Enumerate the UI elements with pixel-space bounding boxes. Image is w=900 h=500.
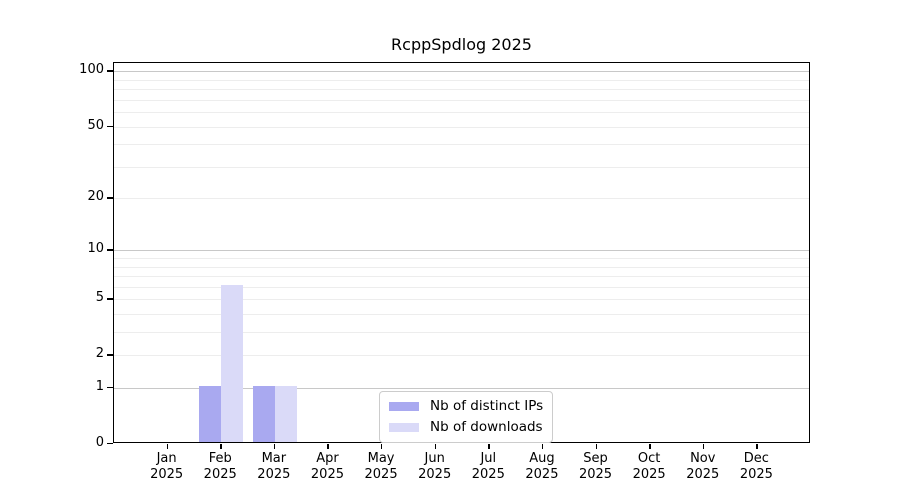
x-tick-label: Jun 2025 — [418, 451, 452, 482]
y-tick — [107, 443, 113, 445]
y-tick-label: 20 — [87, 189, 104, 205]
gridline-minor — [114, 89, 809, 91]
y-tick — [107, 354, 113, 356]
gridline-minor — [114, 99, 809, 101]
gridline-minor — [114, 112, 809, 114]
x-tick — [541, 444, 544, 449]
x-tick-label: Aug 2025 — [525, 451, 559, 482]
x-tick-label: Feb 2025 — [203, 451, 237, 482]
x-tick — [702, 444, 705, 449]
gridline-minor — [114, 355, 809, 357]
gridline-major — [114, 388, 809, 390]
gridline-minor — [114, 126, 809, 128]
legend-swatch — [389, 402, 419, 411]
x-tick-label: Jan 2025 — [150, 451, 184, 482]
gridline-major — [114, 71, 809, 73]
legend-swatch — [389, 423, 419, 432]
gridline-minor — [114, 276, 809, 278]
bar-nb-of-downloads — [274, 386, 297, 442]
x-tick — [649, 444, 651, 449]
x-tick-label: Apr 2025 — [310, 451, 344, 482]
gridline-minor — [114, 299, 809, 301]
x-tick — [488, 444, 490, 449]
bar-nb-of-distinct-ips — [252, 386, 275, 442]
x-tick — [166, 444, 168, 449]
legend-entry: Nb of downloads — [389, 419, 543, 436]
gridline-minor — [114, 166, 809, 168]
y-tick-label: 2 — [95, 346, 104, 362]
gridline-minor — [114, 198, 809, 200]
gridline-minor — [114, 286, 809, 288]
bar-nb-of-downloads — [221, 284, 244, 442]
y-tick — [107, 298, 113, 300]
legend-label: Nb of downloads — [430, 419, 543, 435]
gridline-minor — [114, 258, 809, 260]
gridline-minor — [114, 144, 809, 146]
x-tick-label: Oct 2025 — [632, 451, 666, 482]
x-tick-label: Mar 2025 — [257, 451, 291, 482]
y-tick-label: 100 — [79, 62, 104, 78]
y-tick-label: 50 — [87, 117, 104, 133]
x-tick — [327, 444, 329, 449]
y-tick — [107, 249, 113, 251]
y-tick — [107, 125, 113, 127]
gridline-minor — [114, 332, 809, 334]
y-tick-label: 10 — [87, 241, 104, 257]
chart-title: RcppSpdlog 2025 — [391, 35, 532, 54]
x-tick — [756, 444, 758, 449]
plot-area: Nb of distinct IPs Nb of downloads — [113, 62, 810, 443]
y-tick — [107, 70, 113, 72]
x-tick — [595, 444, 597, 449]
x-tick — [273, 444, 276, 449]
gridline-minor — [114, 79, 809, 81]
gridline-major — [114, 250, 809, 252]
x-tick-label: Nov 2025 — [686, 451, 720, 482]
gridline-minor — [114, 266, 809, 268]
y-tick — [107, 197, 113, 199]
y-tick-label: 0 — [95, 435, 104, 450]
gridline-minor — [114, 314, 809, 316]
bar-nb-of-distinct-ips — [199, 386, 222, 442]
x-tick-label: Dec 2025 — [739, 451, 773, 482]
x-tick — [220, 444, 222, 449]
y-tick-label: 1 — [95, 379, 104, 395]
x-tick-label: May 2025 — [364, 451, 398, 482]
y-tick-label: 5 — [95, 290, 104, 306]
legend-label: Nb of distinct IPs — [430, 398, 544, 414]
legend: Nb of distinct IPs Nb of downloads — [379, 391, 554, 443]
x-tick — [434, 444, 437, 449]
x-tick-label: Jul 2025 — [471, 451, 505, 482]
legend-entry: Nb of distinct IPs — [389, 398, 543, 415]
x-tick — [381, 444, 383, 449]
y-tick — [107, 387, 113, 389]
x-tick-label: Sep 2025 — [578, 451, 613, 482]
